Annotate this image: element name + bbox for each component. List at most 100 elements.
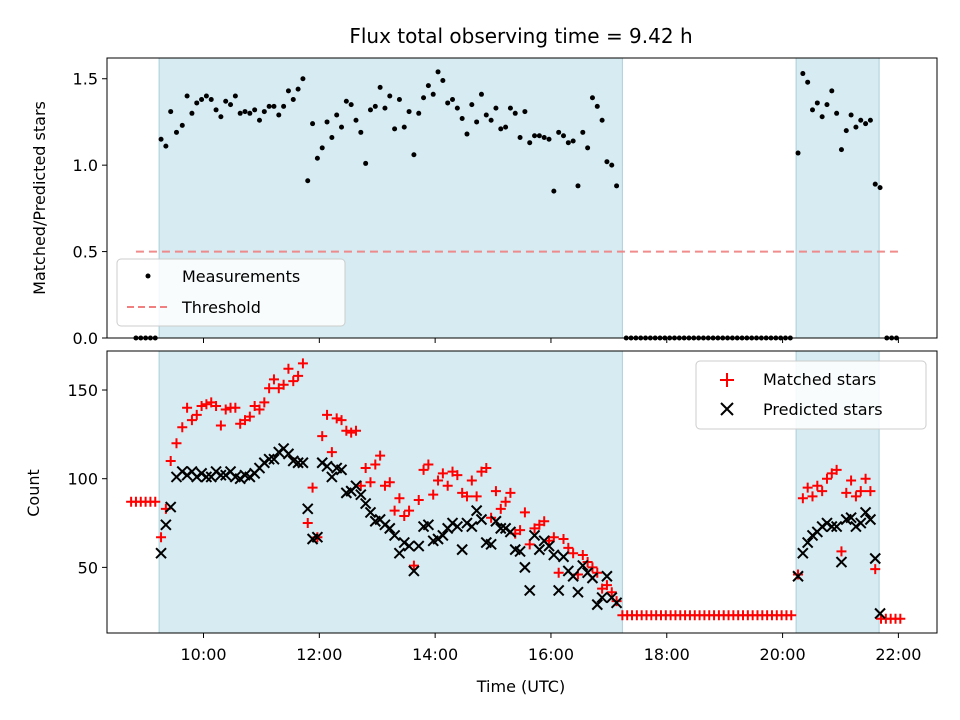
measurements-point xyxy=(599,117,605,123)
bottom-y-axis-label: Count xyxy=(24,469,43,517)
measurements-point xyxy=(387,93,393,99)
x-tick-label: 20:00 xyxy=(760,645,806,664)
matched-stars-point xyxy=(500,496,511,507)
measurements-point xyxy=(276,112,282,118)
predicted-stars-point xyxy=(437,529,449,542)
predicted-stars-point xyxy=(797,547,809,559)
predicted-stars-point xyxy=(801,536,814,549)
measurements-point xyxy=(319,145,325,151)
measurements-point xyxy=(819,114,825,120)
matched-stars-point xyxy=(437,468,448,479)
predicted-stars-point xyxy=(557,551,570,563)
matched-stars-point xyxy=(254,404,265,415)
measurements-point xyxy=(401,124,407,130)
legend-matched-label: Matched stars xyxy=(763,370,876,389)
matched-stars-point xyxy=(408,560,419,571)
predicted-stars-point xyxy=(548,549,560,561)
bottom-y-tick-label: 50 xyxy=(78,558,98,577)
measurements-point xyxy=(168,109,174,115)
top-panel: 0.0 0.5 1.0 1.5 Matched/Predicted stars Mea… xyxy=(30,57,938,348)
measurements-point xyxy=(189,110,195,116)
matched-stars-point xyxy=(244,411,255,422)
measurements-point xyxy=(575,183,581,189)
predicted-stars-point xyxy=(533,543,546,556)
matched-stars-point xyxy=(302,518,313,529)
matched-stars-point xyxy=(846,475,857,486)
predicted-stars-point xyxy=(528,529,541,542)
predicted-stars-point xyxy=(572,586,584,598)
bottom-panel-frame xyxy=(106,350,938,634)
measurements-point xyxy=(585,145,591,151)
matched-stars-point xyxy=(215,420,226,431)
x-axis-label: Time (UTC) xyxy=(476,677,565,696)
matched-stars-point xyxy=(865,486,876,497)
bottom-shaded-interval xyxy=(158,350,623,634)
predicted-stars-point xyxy=(869,552,881,565)
measurements-point xyxy=(561,133,566,139)
predicted-stars-point xyxy=(495,522,507,535)
top-legend: Measurements Threshold xyxy=(116,258,346,327)
predicted-stars-point xyxy=(355,488,367,501)
matched-stars-point xyxy=(568,548,579,559)
measurements-point xyxy=(382,105,388,111)
measurements-point xyxy=(163,143,169,149)
matched-stars-point xyxy=(495,503,506,514)
predicted-stars-point xyxy=(413,540,425,552)
predicted-stars-point xyxy=(475,513,488,526)
predicted-stars-point xyxy=(335,464,348,476)
matched-stars-point xyxy=(812,480,823,491)
matched-stars-point xyxy=(505,487,516,498)
matched-stars-point xyxy=(481,463,492,474)
matched-stars-point xyxy=(592,567,603,578)
measurements-point xyxy=(614,183,620,189)
measurements-point xyxy=(223,98,229,104)
matched-stars-point xyxy=(220,404,231,415)
matched-stars-point xyxy=(786,610,797,621)
matched-stars-point xyxy=(360,463,371,474)
matched-stars-point xyxy=(807,491,818,502)
predicted-stars-point xyxy=(326,471,338,483)
predicted-stars-point xyxy=(311,531,324,543)
bottom-legend-box xyxy=(695,360,927,430)
measurements-point xyxy=(343,98,349,104)
predicted-stars-point xyxy=(830,520,843,533)
matched-stars-point xyxy=(177,422,188,433)
matched-stars-point xyxy=(563,542,574,553)
measurements-point xyxy=(450,96,456,102)
measurements-point xyxy=(363,160,369,166)
predicted-stars-point xyxy=(485,538,497,551)
measurements-point xyxy=(208,96,214,102)
measurements-point xyxy=(527,140,533,146)
matched-stars-point xyxy=(428,489,439,500)
matched-stars-point xyxy=(165,455,176,466)
measurements-point xyxy=(594,103,600,109)
measurements-point xyxy=(271,103,277,109)
measurements-point xyxy=(503,124,509,130)
legend-predicted-marker xyxy=(720,402,734,416)
measurements-point xyxy=(184,93,190,99)
bottom-legend: Matched stars Predicted stars xyxy=(695,360,927,430)
predicted-stars-point xyxy=(292,457,304,469)
measurements-point xyxy=(843,128,849,134)
predicted-stars-point xyxy=(596,591,608,604)
matched-stars-point xyxy=(895,613,906,624)
matched-stars-point xyxy=(850,491,861,502)
measurements-point xyxy=(372,103,378,109)
measurements-point xyxy=(565,140,571,146)
matched-stars-point xyxy=(524,539,535,550)
measurements-point xyxy=(454,105,460,111)
predicted-stars-point xyxy=(364,506,377,519)
predicted-stars-point xyxy=(466,520,478,533)
measurements-point xyxy=(310,121,316,127)
x-tick-label: 12:00 xyxy=(296,645,342,664)
measurements-point xyxy=(242,109,248,115)
measurements-point xyxy=(459,115,465,121)
measurements-point xyxy=(536,133,542,139)
predicted-stars-point xyxy=(835,556,848,568)
matched-stars-point xyxy=(156,532,167,543)
predicted-stars-point xyxy=(155,547,167,559)
matched-stars-point xyxy=(171,438,182,449)
measurements-point xyxy=(604,159,610,165)
top-y-tick-label: 1.5 xyxy=(73,70,98,89)
matched-stars-point xyxy=(278,379,289,390)
